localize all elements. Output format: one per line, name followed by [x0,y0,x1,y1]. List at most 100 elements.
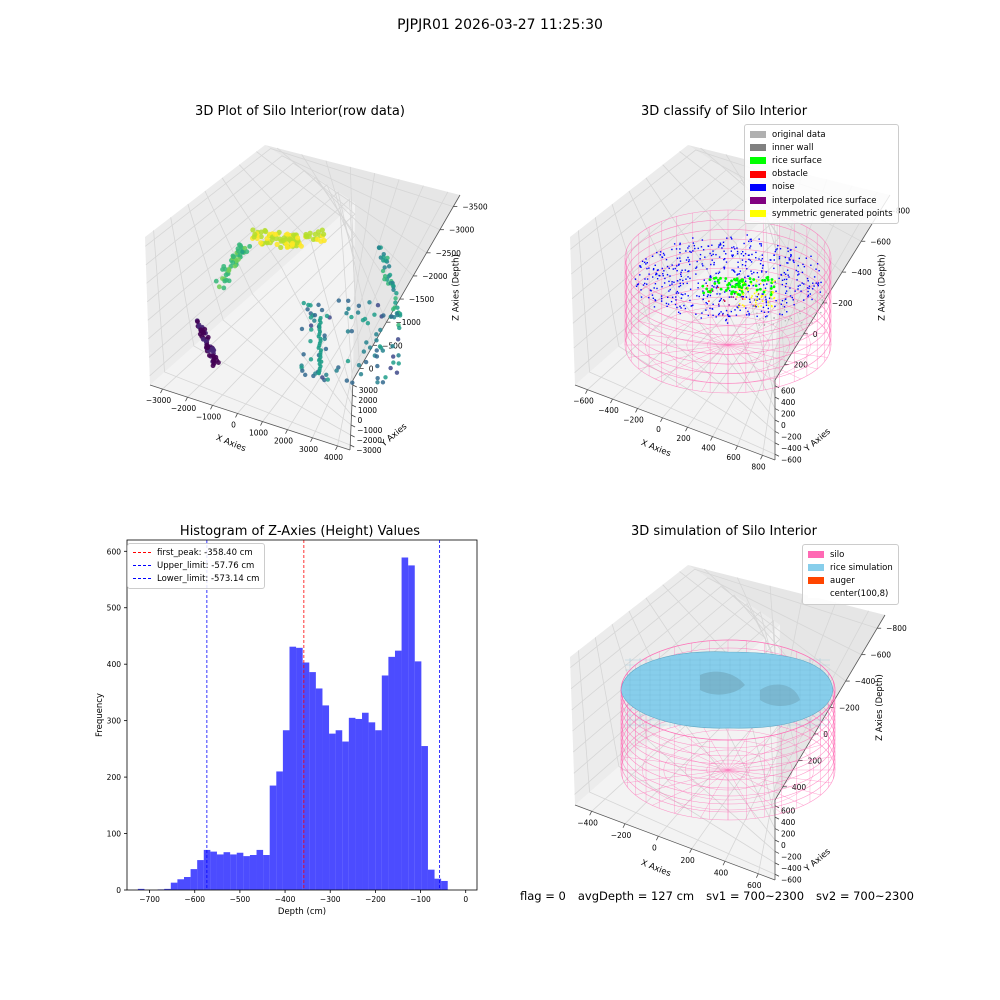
noise-point [720,311,722,313]
data-point [303,233,309,239]
rice-surface-point [758,287,762,291]
silo-floor-spoke [700,769,729,819]
silo-floor-spoke [635,769,729,796]
noise-point [759,243,761,245]
symmetric-point [754,299,757,302]
data-point [221,285,227,291]
data-point [247,243,253,249]
data-point [301,300,306,306]
legend-line [133,578,151,580]
legend-item-inner-wall: inner wall [750,141,893,154]
noise-point [697,287,699,289]
noise-point [751,253,753,256]
noise-point [666,305,668,308]
noise-point [716,293,718,295]
data-point [367,300,372,305]
x-tick [335,445,338,451]
noise-point [665,258,668,261]
noise-point [789,249,792,251]
noise-point [739,270,742,272]
rice-surface-point [726,286,730,290]
y-tick-label: 400 [781,398,796,407]
noise-point [695,267,697,269]
noise-point [676,265,678,267]
data-point [391,283,396,289]
raw-data-3d-axes: −3000−2000−100001000200030004000−3000−20… [145,145,488,462]
silo-floor-spoke [727,769,756,819]
noise-point [762,293,764,295]
data-point [230,260,236,265]
noise-point [648,296,650,299]
silo-floor-spoke [700,721,729,771]
data-point [308,323,314,328]
noise-point [676,269,678,272]
symmetric-point [741,288,743,291]
noise-point [700,317,702,319]
legend-item-silo: silo [808,548,893,561]
original-point [799,312,801,315]
noise-point [725,309,728,312]
floor-pane [575,205,780,460]
noise-point [758,283,760,286]
data-point [325,377,331,382]
rice-surface-point [765,276,769,280]
data-point [319,307,325,313]
data-point [396,353,401,358]
data-point [364,340,369,345]
x-tick [635,408,638,413]
symmetric-point [743,305,745,308]
histogram-bar [170,882,178,890]
silo-floor-spoke [727,344,755,392]
noise-point [737,273,739,275]
noise-point [640,289,642,291]
histogram-bar [368,722,376,890]
noise-point [673,281,675,283]
symmetric-point [755,304,757,306]
noise-point [785,298,787,300]
x-tick-label: −300 [320,895,341,904]
rice-surface-point [702,291,706,295]
grid-line [611,623,776,852]
noise-point [789,259,791,261]
noise-point [797,285,800,287]
x-tick [260,421,263,426]
noise-point [675,296,677,298]
symmetric-point [738,303,741,305]
noise-point [677,292,680,294]
noise-point [788,257,790,259]
rice-surface-point [763,278,767,282]
grid-line [145,148,454,247]
data-point [206,353,212,358]
z-tick-label: −3500 [462,203,488,212]
data-point [383,258,388,263]
noise-point [639,265,641,267]
grid-line [570,568,878,668]
rice-surface-point [734,278,738,282]
noise-point [731,269,733,271]
noise-point [719,293,721,295]
noise-point [678,263,680,265]
original-point [783,300,786,302]
noise-point [815,268,817,270]
legend-swatch [750,144,766,152]
noise-point [761,271,763,273]
noise-point [660,295,663,297]
legend-swatch [808,551,824,559]
original-point [815,300,817,302]
noise-point [767,307,769,310]
noise-point [801,282,803,284]
z-axis-label: Z Axies (Depth) [878,254,888,321]
symmetric-point [755,291,758,293]
noise-point [756,299,758,301]
x-tick-label: 600 [747,881,762,890]
noise-point [685,250,687,252]
data-point [381,254,386,260]
noise-point [712,303,714,305]
y-tick-label: 0 [116,886,121,895]
noise-point [645,263,647,265]
obstacle-point [708,300,710,302]
noise-point [729,289,731,292]
silo-floor-spoke [638,320,729,346]
legend-item-interpolated-rice-surface: interpolated rice surface [750,194,893,207]
grid-line [691,594,804,850]
